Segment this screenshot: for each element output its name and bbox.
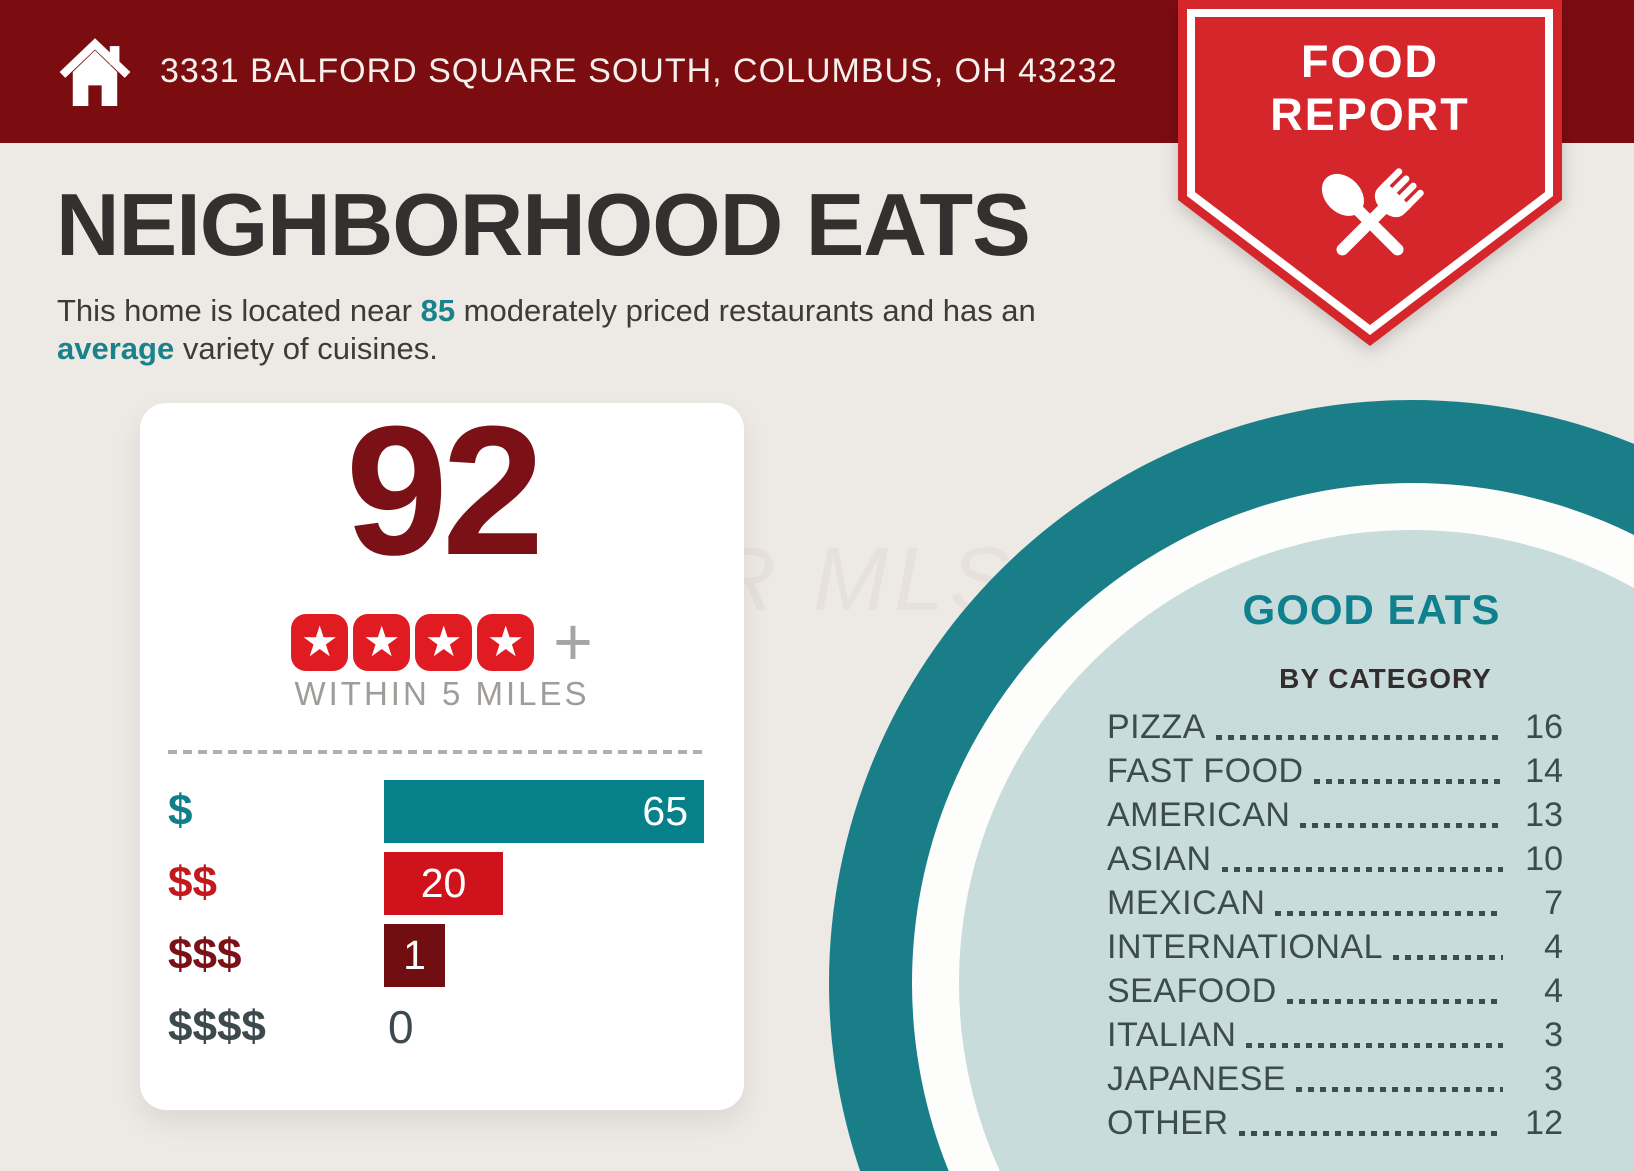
price-tier-bar: 20 bbox=[384, 851, 503, 915]
spoon-fork-icon bbox=[1321, 168, 1424, 256]
dotted-leader bbox=[1313, 779, 1503, 784]
star-icon: ★ bbox=[477, 613, 535, 671]
dotted-leader bbox=[1221, 867, 1503, 872]
star-rating: ★ ★ ★ ★ + bbox=[140, 608, 744, 676]
price-tier-row: $65 bbox=[168, 775, 708, 847]
intro-segment: moderately priced restaurants and has an bbox=[455, 293, 1036, 328]
cuisine-row: AMERICAN 13 bbox=[1098, 793, 1563, 837]
badge-title-line2: REPORT bbox=[1270, 88, 1470, 140]
dotted-leader bbox=[1300, 823, 1503, 828]
badge-title: FOOD REPORT bbox=[1178, 36, 1562, 141]
price-tier-row: $$$$ 0 bbox=[168, 991, 708, 1063]
dotted-leader bbox=[1238, 1131, 1503, 1136]
good-eats-title: GOOD EATS bbox=[1242, 586, 1501, 633]
dotted-leader bbox=[1215, 735, 1503, 740]
cuisine-list: PIZZA 16 FAST FOOD 14 AMERICAN 13 ASIAN 10 MEXIC… bbox=[1098, 705, 1563, 1145]
cuisine-label: ASIAN bbox=[1107, 839, 1212, 878]
cuisine-count: 7 bbox=[1544, 883, 1563, 922]
price-tier-label: $$$$ bbox=[168, 1002, 266, 1051]
property-address: 3331 BALFORD SQUARE SOUTH, COLUMBUS, OH … bbox=[160, 52, 1118, 90]
price-tier-row: $$ 20 bbox=[168, 847, 708, 919]
star-icon: ★ bbox=[291, 613, 349, 671]
cuisine-count: 12 bbox=[1525, 1103, 1563, 1142]
cuisine-row: FAST FOOD 14 bbox=[1098, 749, 1563, 793]
home-icon bbox=[59, 37, 131, 106]
cuisine-row: OTHER 12 bbox=[1098, 1101, 1563, 1145]
dotted-leader bbox=[1246, 1043, 1503, 1048]
good-eats-panel: GOOD EATS BY CATEGORY PIZZA 16 FAST FOOD 14… bbox=[1098, 586, 1563, 1142]
price-tier-value: 65 bbox=[642, 787, 688, 834]
radius-note: WITHIN 5 MILES bbox=[294, 675, 590, 712]
cuisine-count: 3 bbox=[1544, 1015, 1563, 1054]
cuisine-label: SEAFOOD bbox=[1107, 971, 1277, 1010]
cuisine-label: JAPANESE bbox=[1107, 1059, 1287, 1098]
plus-icon: + bbox=[553, 604, 593, 680]
cuisine-row: INTERNATIONAL 4 bbox=[1098, 925, 1563, 969]
cuisine-row: MEXICAN 7 bbox=[1098, 881, 1563, 925]
good-eats-subtitle: BY CATEGORY bbox=[1279, 663, 1492, 694]
cuisine-label: FAST FOOD bbox=[1107, 751, 1304, 790]
cuisine-count: 3 bbox=[1544, 1059, 1563, 1098]
star-icon: ★ bbox=[353, 613, 411, 671]
cuisine-label: OTHER bbox=[1107, 1103, 1229, 1142]
intro-segment: This home is located near bbox=[57, 293, 421, 328]
cuisine-count: 16 bbox=[1525, 707, 1563, 746]
cuisine-count: 13 bbox=[1525, 795, 1563, 834]
cuisine-row: SEAFOOD 4 bbox=[1098, 969, 1563, 1013]
price-tier-bar: 65 bbox=[384, 779, 704, 843]
price-tier-label: $ bbox=[168, 786, 193, 835]
cuisine-count: 4 bbox=[1544, 927, 1563, 966]
cuisine-label: ITALIAN bbox=[1107, 1015, 1237, 1054]
dotted-leader bbox=[1286, 999, 1503, 1004]
restaurant-score: 92 bbox=[345, 387, 545, 593]
page-title: NEIGHBORHOOD EATS bbox=[56, 175, 1031, 274]
price-tier-label: $$$ bbox=[168, 930, 242, 979]
ribbon-banner-shape bbox=[1178, 0, 1562, 346]
cuisine-row: ASIAN 10 bbox=[1098, 837, 1563, 881]
intro-highlight: 85 bbox=[420, 293, 456, 328]
intro-segment: variety of cuisines. bbox=[174, 331, 438, 366]
cuisine-label: INTERNATIONAL bbox=[1107, 927, 1384, 966]
cuisine-row: JAPANESE 3 bbox=[1098, 1057, 1563, 1101]
dotted-leader bbox=[1393, 955, 1503, 960]
cuisine-label: MEXICAN bbox=[1107, 883, 1266, 922]
badge-title-line1: FOOD bbox=[1301, 36, 1439, 87]
star-icon: ★ bbox=[415, 613, 473, 671]
dashed-divider bbox=[168, 750, 702, 754]
price-tier-value: 0 bbox=[388, 1001, 414, 1053]
dotted-leader bbox=[1275, 911, 1503, 916]
price-tier-value: 20 bbox=[420, 859, 467, 906]
cuisine-label: PIZZA bbox=[1107, 707, 1206, 746]
intro-text: This home is located near 85 moderately … bbox=[57, 292, 1057, 368]
cuisine-count: 10 bbox=[1525, 839, 1563, 878]
food-report-badge: FOOD REPORT bbox=[1178, 0, 1562, 346]
cuisine-count: 14 bbox=[1525, 751, 1563, 790]
price-tier-bar: 1 bbox=[384, 923, 445, 987]
cuisine-row: PIZZA 16 bbox=[1098, 705, 1563, 749]
restaurant-score-card: 92 ★ ★ ★ ★ + WITHIN 5 MILES $65 $$ 20 $$$ 1 $$$$ 0 bbox=[140, 398, 744, 1110]
cuisine-row: ITALIAN 3 bbox=[1098, 1013, 1563, 1057]
price-tier-label: $$ bbox=[168, 858, 217, 907]
price-tier-value: 1 bbox=[403, 931, 426, 978]
price-tier-row: $$$ 1 bbox=[168, 919, 708, 991]
intro-highlight: average bbox=[57, 331, 175, 366]
cuisine-count: 4 bbox=[1544, 971, 1563, 1010]
dotted-leader bbox=[1296, 1087, 1503, 1092]
cuisine-label: AMERICAN bbox=[1107, 795, 1291, 834]
price-tier-chart: $65 $$ 20 $$$ 1 $$$$ 0 bbox=[168, 775, 708, 1063]
